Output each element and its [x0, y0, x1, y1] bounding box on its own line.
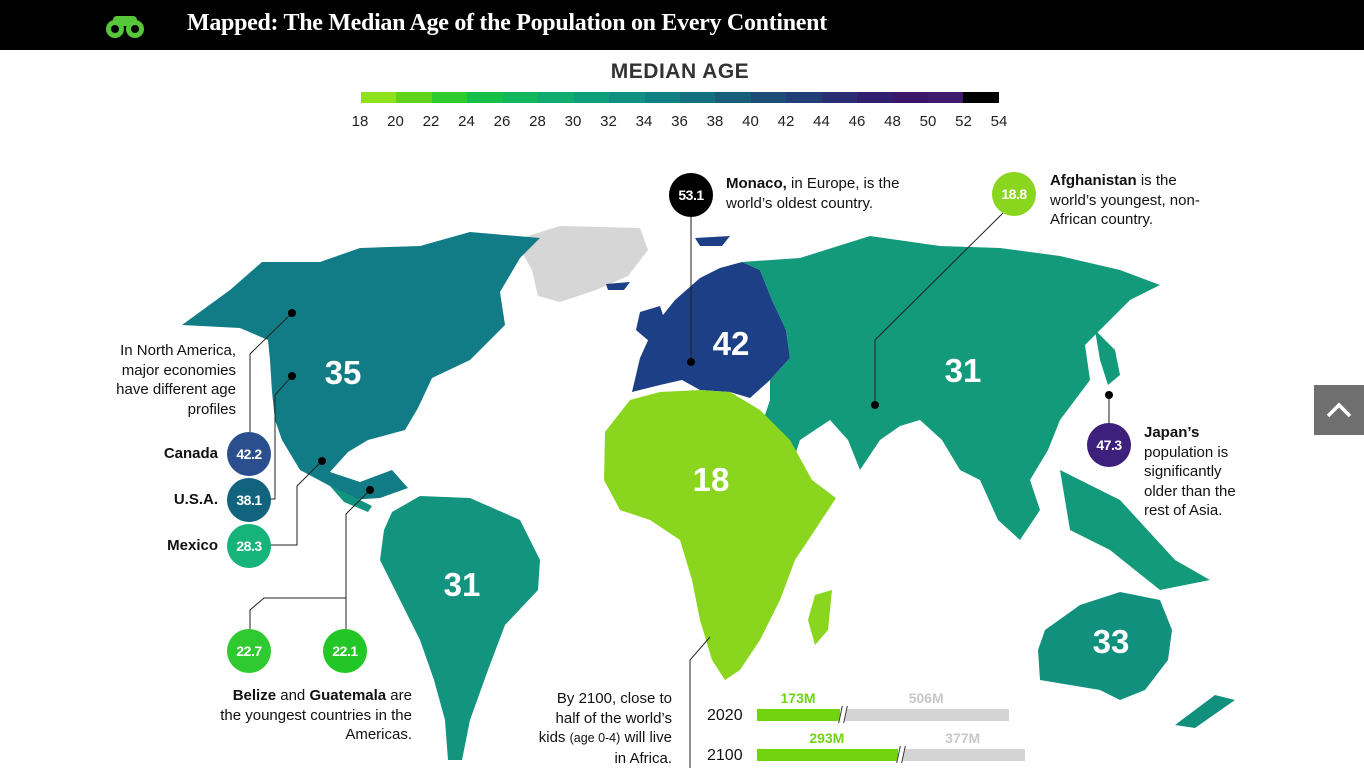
legend-tick: 46 [848, 113, 866, 130]
legend-tick: 52 [955, 113, 972, 130]
legend-tick: 34 [635, 113, 653, 130]
afghanistan-annotation: Afghanistan is the world’s youngest, non… [1050, 172, 1200, 228]
legend-swatch [644, 92, 680, 103]
canada-bubble: 42.2 [227, 432, 271, 476]
legend-tick: 22 [422, 113, 440, 130]
monaco-bubble: 53.1 [669, 173, 713, 217]
page-title: Mapped: The Median Age of the Population… [187, 10, 827, 36]
legend-tick: 40 [742, 113, 759, 130]
africa-bar [757, 709, 841, 721]
legend-tick: 20 [387, 113, 404, 130]
south-america-shape [380, 496, 540, 760]
north-america-note: In North America, major economies have d… [116, 342, 236, 418]
legend-swatch [963, 92, 999, 103]
asia-value: 31 [944, 352, 982, 389]
legend-swatch [750, 92, 787, 103]
legend-tick: 24 [458, 113, 475, 130]
legend-swatch [573, 92, 610, 103]
legend-tick: 48 [884, 113, 901, 130]
bar-year-label: 2100 [707, 747, 743, 764]
rest-of-world-bar [901, 749, 1025, 761]
legend-tick: 54 [990, 113, 1008, 130]
south-america-value: 31 [443, 566, 481, 603]
afghanistan-bubble: 18.8 [992, 172, 1036, 216]
legend-swatch [715, 92, 751, 103]
legend-swatch [431, 92, 468, 103]
legend-swatch [538, 92, 574, 103]
legend-swatch [821, 92, 858, 103]
scroll-to-top-button[interactable] [1314, 385, 1364, 435]
legend-tick: 42 [777, 113, 795, 130]
legend-tick: 26 [493, 113, 511, 130]
belize-bubble: 22.7 [227, 629, 271, 673]
north-america-shape [182, 232, 540, 500]
legend-swatch [609, 92, 645, 103]
africa-shape [604, 390, 836, 680]
legend-swatch [892, 92, 928, 103]
africa-bar-label: 293M [809, 730, 845, 746]
canada-label: Canada [163, 445, 218, 462]
oceania-shape [1038, 592, 1172, 700]
belize-guatemala-note: Belize and Guatemala are the youngest co… [220, 687, 412, 743]
legend-swatch [396, 92, 432, 103]
asia-shape [742, 236, 1160, 540]
chevron-up-icon [1326, 402, 1352, 418]
legend-tick: 30 [564, 113, 582, 130]
legend-tick: 36 [671, 113, 688, 130]
legend-tick: 50 [919, 113, 937, 130]
legend-tick: 38 [706, 113, 724, 130]
africa-bar [757, 749, 898, 761]
world-map [182, 212, 1235, 768]
legend-swatch [361, 92, 397, 103]
legend-title: MEDIAN AGE [610, 60, 750, 83]
monaco-annotation: Monaco, in Europe, is the world’s oldest… [726, 175, 900, 212]
japan-annotation: Japan’s population is significantly olde… [1144, 424, 1236, 519]
legend-ticks: 18 20 22 24 26 28 30 32 34 36 38 40 42 44 46 48 50 52 54 [0, 113, 1364, 133]
rest-of-world-bar [844, 709, 1010, 721]
legend-swatch [679, 92, 716, 103]
usa-bubble: 38.1 [227, 478, 271, 522]
rest-bar-label: 377M [945, 730, 981, 746]
legend-swatch [502, 92, 539, 103]
africa-kids-note: By 2100, close to half of the world’s ki… [538, 690, 672, 767]
legend-swatch [786, 92, 822, 103]
usa-label: U.S.A. [173, 491, 218, 508]
africa-value: 18 [692, 461, 730, 498]
legend-tick: 28 [529, 113, 546, 130]
rest-bar-label: 506M [908, 690, 944, 706]
europe-value: 42 [712, 325, 750, 362]
mexico-bubble: 28.3 [227, 524, 271, 568]
greenland-shape [515, 226, 648, 302]
binoculars-logo-icon[interactable] [104, 10, 146, 40]
legend-tick: 44 [813, 113, 830, 130]
oceania-value: 33 [1092, 623, 1130, 660]
legend-color-scale [361, 92, 999, 103]
europe-shape [632, 262, 790, 398]
legend-tick: 18 [351, 113, 369, 130]
guatemala-bubble: 22.1 [323, 629, 367, 673]
japan-bubble: 47.3 [1087, 423, 1131, 467]
legend-tick: 32 [600, 113, 617, 130]
africa-bar-label: 173M [780, 690, 816, 706]
mexico-label: Mexico [167, 537, 218, 554]
top-bar: Mapped: The Median Age of the Population… [0, 0, 1364, 50]
legend-swatch [467, 92, 503, 103]
north-america-value: 35 [324, 354, 362, 391]
legend-swatch [928, 92, 964, 103]
legend-swatch [857, 92, 893, 103]
bar-year-label: 2020 [707, 707, 743, 724]
